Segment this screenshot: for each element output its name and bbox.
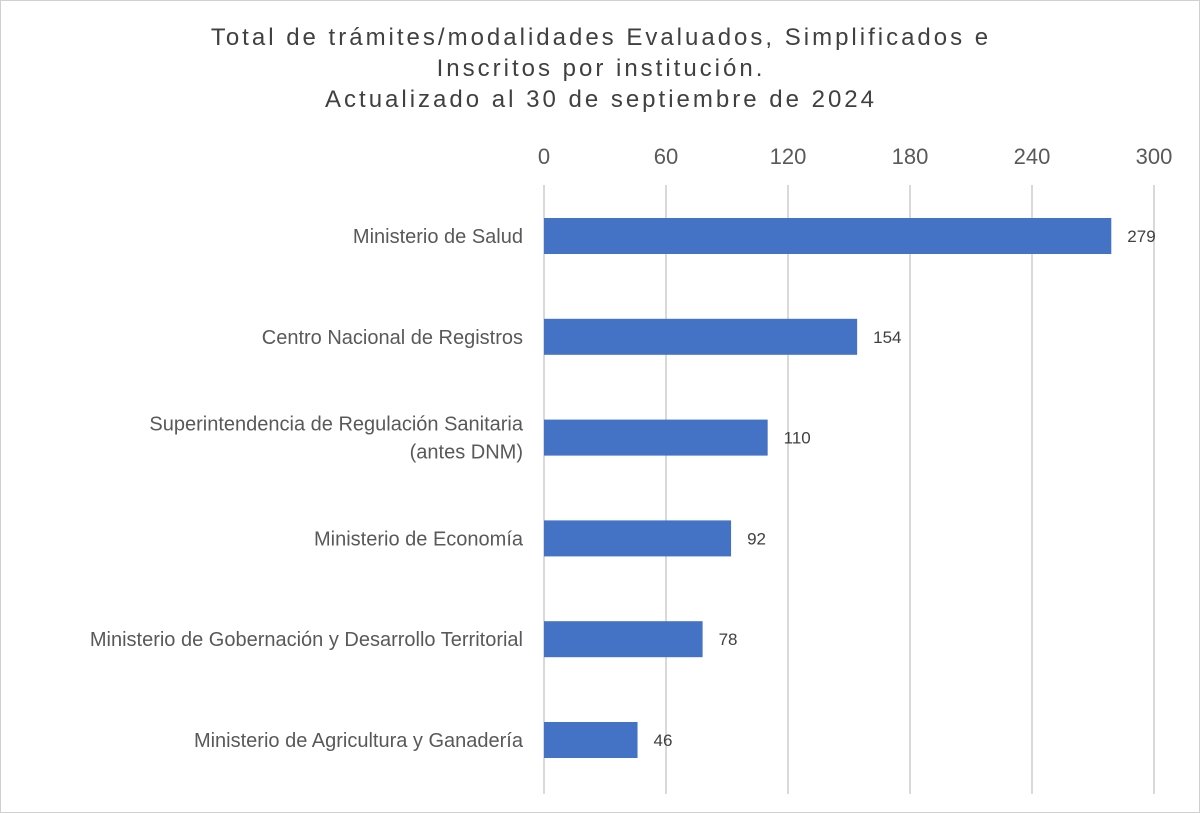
data-label: 46	[654, 731, 673, 750]
chart-title-line: Total de trámites/modalidades Evaluados,…	[211, 24, 991, 51]
category-label: Superintendencia de Regulación Sanitaria	[149, 414, 523, 436]
x-tick-label: 240	[1014, 144, 1051, 169]
chart-title-line: Actualizado al 30 de septiembre de 2024	[325, 86, 877, 113]
category-labels: Ministerio de Salud Centro Nacional de Re…	[90, 226, 524, 752]
chart-title-line: Inscritos por institución.	[437, 55, 766, 82]
data-label: 92	[747, 529, 766, 548]
bar	[544, 621, 703, 658]
bar	[544, 722, 638, 758]
category-label: Ministerio de Agricultura y Ganadería	[194, 730, 524, 752]
x-tick-label: 0	[538, 144, 550, 169]
x-tick-label: 120	[770, 144, 807, 169]
bar	[544, 419, 768, 456]
gridlines	[543, 185, 1155, 794]
x-tick-label: 300	[1136, 144, 1173, 169]
chart-title: Total de trámites/modalidades Evaluados,…	[211, 24, 991, 113]
x-tick-label: 60	[654, 144, 678, 169]
bar	[544, 520, 732, 557]
bar	[544, 318, 858, 355]
category-label: Ministerio de Salud	[353, 226, 523, 248]
category-label: Ministerio de Economía	[314, 528, 524, 550]
x-axis-ticks: 0 60 120 180 240 300	[538, 144, 1172, 169]
category-label: Ministerio de Gobernación y Desarrollo T…	[90, 629, 523, 651]
data-label: 154	[873, 328, 901, 347]
x-tick-label: 180	[892, 144, 929, 169]
category-label: (antes DNM)	[410, 442, 523, 464]
data-labels: 279 154 110 92 78 46	[654, 227, 1156, 750]
data-label: 279	[1127, 227, 1155, 246]
data-label: 78	[719, 630, 738, 649]
category-label: Centro Nacional de Registros	[262, 327, 523, 349]
bars	[544, 218, 1112, 758]
bar	[544, 218, 1112, 254]
data-label: 110	[784, 429, 811, 448]
